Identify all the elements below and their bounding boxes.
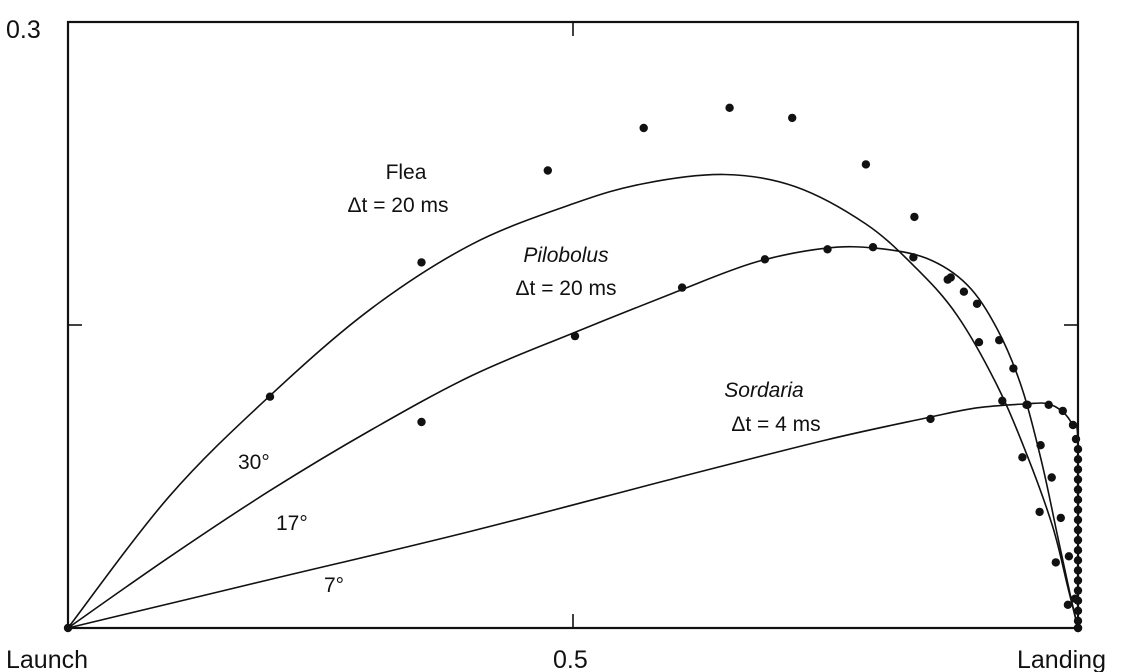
pilobolus-data-point — [1009, 364, 1018, 373]
sordaria-data-point — [1073, 475, 1083, 484]
pilobolus-data-point — [570, 331, 580, 341]
sordaria-data-point — [1073, 445, 1083, 454]
flea-data-point — [417, 258, 426, 267]
launch-point — [63, 623, 73, 633]
pilobolus-data-point — [760, 255, 770, 264]
sordaria-data-point — [1073, 525, 1083, 535]
y-tick-label-top: 0.3 — [6, 16, 41, 44]
sordaria-dt-label: Δt = 4 ms — [731, 413, 820, 436]
flea-data-point — [861, 160, 871, 169]
sordaria-label: Sordaria — [724, 379, 803, 402]
flea-data-point — [543, 166, 552, 175]
sordaria-data-point — [1073, 576, 1083, 585]
sordaria-data-point — [1073, 606, 1083, 615]
flea-data-point — [1063, 600, 1073, 609]
pilobolus-data-point — [943, 275, 952, 284]
flea-data-point — [974, 338, 984, 347]
pilobolus-angle-label: 17° — [276, 512, 308, 535]
flea-label: Flea — [386, 161, 427, 184]
sordaria-data-point — [1073, 616, 1083, 626]
flea-angle-label: 30° — [238, 451, 270, 474]
flea-data-point — [910, 212, 919, 222]
flea-data-point — [639, 123, 648, 133]
sordaria-data-point — [1073, 535, 1083, 545]
pilobolus-data-point — [1036, 441, 1045, 450]
sordaria-data-point — [1073, 566, 1083, 575]
flea-trajectory-line — [67, 173, 1079, 629]
sordaria-data-point — [1073, 515, 1083, 525]
flea-data-point — [998, 396, 1007, 405]
sordaria-data-point — [1073, 546, 1083, 555]
x-tick-label-mid: 0.5 — [553, 646, 588, 672]
flea-data-point — [725, 103, 734, 113]
x-tick-label-launch: Launch — [6, 646, 88, 672]
pilobolus-data-point — [868, 243, 878, 252]
pilobolus-data-point — [1056, 513, 1066, 523]
sordaria-data-point — [1073, 495, 1083, 504]
pilobolus-label: Pilobolus — [523, 244, 609, 267]
sordaria-data-point — [1022, 400, 1031, 409]
x-tick-label-landing: Landing — [1017, 646, 1106, 672]
sordaria-trajectory-line — [67, 402, 1080, 629]
pilobolus-data-point — [417, 417, 426, 427]
sordaria-data-point — [1073, 485, 1083, 494]
flea-data-point — [1018, 453, 1027, 462]
sordaria-data-point — [1073, 505, 1083, 514]
pilobolus-data-point — [1073, 623, 1083, 633]
pilobolus-data-point — [823, 245, 832, 254]
sordaria-data-point — [1073, 596, 1083, 605]
pilobolus-dt-label: Δt = 20 ms — [516, 277, 617, 300]
pilobolus-data-point — [972, 299, 982, 308]
flea-data-point — [1035, 507, 1044, 517]
sordaria-data-point — [1073, 465, 1083, 474]
flea-data-point — [265, 392, 275, 401]
pilobolus-data-point — [959, 287, 969, 296]
sordaria-data-point — [1073, 586, 1083, 595]
sordaria-data-point — [1044, 400, 1053, 409]
sordaria-data-point — [1073, 455, 1083, 464]
flea-dt-label: Δt = 20 ms — [348, 194, 449, 217]
pilobolus-data-point — [1047, 473, 1056, 482]
sordaria-angle-label: 7° — [324, 574, 344, 597]
pilobolus-data-point — [677, 283, 687, 292]
sordaria-data-point — [1068, 420, 1078, 430]
pilobolus-data-point — [1064, 552, 1074, 561]
sordaria-data-point — [1071, 434, 1081, 444]
flea-data-point — [788, 113, 797, 123]
sordaria-data-point — [1073, 556, 1083, 565]
flea-data-point — [1051, 558, 1061, 567]
pilobolus-data-point — [909, 253, 918, 262]
pilobolus-data-point — [995, 336, 1004, 345]
pilobolus-trajectory-line — [67, 245, 1079, 629]
sordaria-data-point — [1058, 406, 1068, 416]
sordaria-data-point — [926, 414, 935, 424]
plot-frame — [66, 20, 1080, 630]
